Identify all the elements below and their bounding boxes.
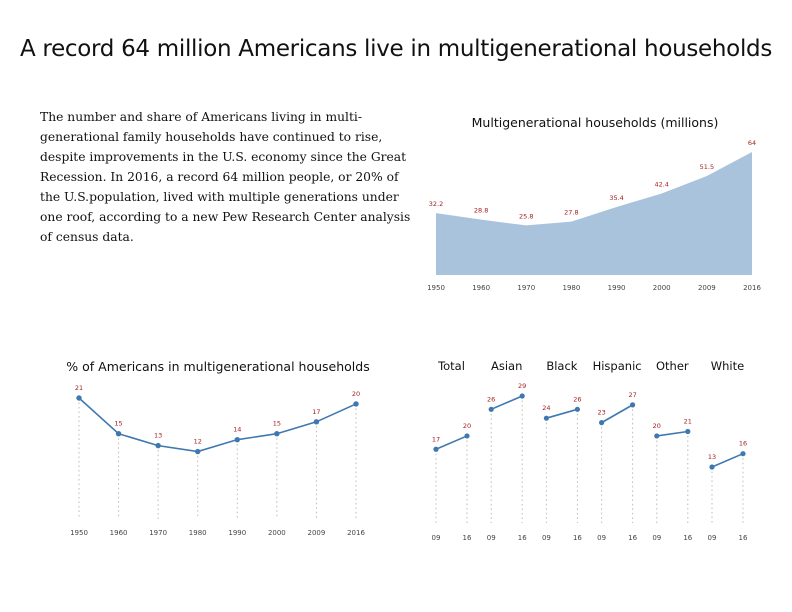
share-point <box>234 436 240 443</box>
area-series <box>436 152 752 275</box>
panel-x-tick: 09 <box>542 534 551 542</box>
panel-point <box>685 428 691 435</box>
share-data-label: 14 <box>233 426 241 434</box>
share-data-label: 21 <box>75 384 83 392</box>
panel-point <box>654 433 660 439</box>
panel-data-label: 26 <box>487 395 495 403</box>
panel-title: White <box>711 359 744 373</box>
panel-data-label: 13 <box>708 453 716 461</box>
panel-x-tick: 09 <box>432 534 441 542</box>
share-line-chart: % of Americans in multigenerational hous… <box>66 359 369 537</box>
panel-point <box>519 393 525 399</box>
area-data-label: 32.2 <box>429 200 443 208</box>
share-data-label: 17 <box>312 408 320 416</box>
race-panels-chart: Total 17 09 20 16 Asian 26 09 29 16 Black 24 09 26 16 H… <box>432 359 748 542</box>
panel-point <box>740 451 746 457</box>
panel-x-tick: 16 <box>739 534 748 542</box>
panel-point <box>630 402 636 408</box>
panel-data-label: 24 <box>542 404 550 412</box>
panel-series-line <box>601 404 633 424</box>
share-chart-title: % of Americans in multigenerational hous… <box>66 359 369 374</box>
page-title: A record 64 million Americans live in mu… <box>19 36 773 62</box>
share-data-label: 13 <box>154 432 162 440</box>
panel-title: Asian <box>491 359 522 373</box>
share-data-label: 20 <box>352 390 360 398</box>
panel-data-label: 29 <box>518 382 526 390</box>
share-point <box>155 442 161 449</box>
panel-data-label: 26 <box>573 395 581 403</box>
share-point <box>115 431 122 437</box>
area-data-label: 51.5 <box>700 163 714 171</box>
panel-x-tick: 16 <box>628 534 637 542</box>
share-point <box>76 395 82 401</box>
area-data-label: 42.4 <box>654 181 668 189</box>
panel-x-tick: 09 <box>487 534 496 542</box>
panel-series-line <box>711 452 744 468</box>
panel-point <box>488 406 494 412</box>
panel-title: Other <box>656 359 689 373</box>
area-x-tick: 2000 <box>653 284 671 292</box>
share-point <box>274 431 280 437</box>
area-chart-title: Multigenerational households (millions) <box>472 115 719 130</box>
area-data-label: 28.8 <box>474 207 488 215</box>
panel-data-label: 20 <box>653 422 661 430</box>
area-data-label: 35.4 <box>609 194 623 202</box>
panel-data-label: 16 <box>739 440 747 448</box>
area-data-label: 64 <box>748 139 756 147</box>
share-data-label: 12 <box>194 438 202 446</box>
share-x-tick: 2009 <box>308 529 326 537</box>
share-x-tick: 1960 <box>110 529 128 537</box>
area-data-label: 25.8 <box>519 212 533 220</box>
share-x-tick: 2016 <box>347 529 365 537</box>
share-data-label: 15 <box>273 420 281 428</box>
share-x-tick: 1990 <box>228 529 246 537</box>
panel-x-tick: 16 <box>683 534 692 542</box>
share-series-line <box>78 397 357 453</box>
panel-point <box>433 446 439 452</box>
area-data-label: 27.8 <box>564 209 578 217</box>
area-x-tick: 2009 <box>698 284 716 292</box>
panel-x-tick: 09 <box>652 534 661 542</box>
area-x-tick: 2016 <box>743 284 761 292</box>
area-x-tick: 1970 <box>517 284 535 292</box>
panel-title: Total <box>437 359 465 373</box>
panel-point <box>464 433 470 439</box>
share-x-tick: 1970 <box>149 529 167 537</box>
panel-point <box>543 415 550 421</box>
share-data-label: 15 <box>114 420 122 428</box>
panel-x-tick: 16 <box>463 534 472 542</box>
share-point <box>353 401 359 407</box>
area-x-tick: 1980 <box>563 284 581 292</box>
panel-x-tick: 16 <box>573 534 582 542</box>
panel-x-tick: 09 <box>708 534 717 542</box>
panel-x-tick: 16 <box>518 534 527 542</box>
panel-data-label: 20 <box>463 422 471 430</box>
share-x-tick: 1980 <box>189 529 207 537</box>
panel-data-label: 17 <box>432 435 440 443</box>
panel-point <box>599 420 605 426</box>
panel-series-line <box>435 435 468 450</box>
area-chart: Multigenerational households (millions) … <box>427 115 761 292</box>
panel-data-label: 23 <box>597 409 605 417</box>
panel-series-line <box>490 395 523 411</box>
area-x-tick: 1960 <box>472 284 490 292</box>
panel-point <box>709 464 715 470</box>
intro-paragraph: The number and share of Americans living… <box>40 110 411 244</box>
area-x-tick: 1990 <box>608 284 626 292</box>
share-x-tick: 1950 <box>70 529 88 537</box>
share-point <box>195 448 201 455</box>
panel-x-tick: 09 <box>597 534 606 542</box>
panel-title: Black <box>546 359 577 373</box>
share-x-tick: 2000 <box>268 529 286 537</box>
share-point <box>313 419 320 425</box>
area-x-tick: 1950 <box>427 284 445 292</box>
panel-point <box>574 406 581 412</box>
panel-title: Hispanic <box>593 359 642 373</box>
panel-data-label: 21 <box>684 418 692 426</box>
panel-series-line <box>656 430 688 437</box>
panel-data-label: 27 <box>628 391 636 399</box>
panel-series-line <box>546 408 578 419</box>
